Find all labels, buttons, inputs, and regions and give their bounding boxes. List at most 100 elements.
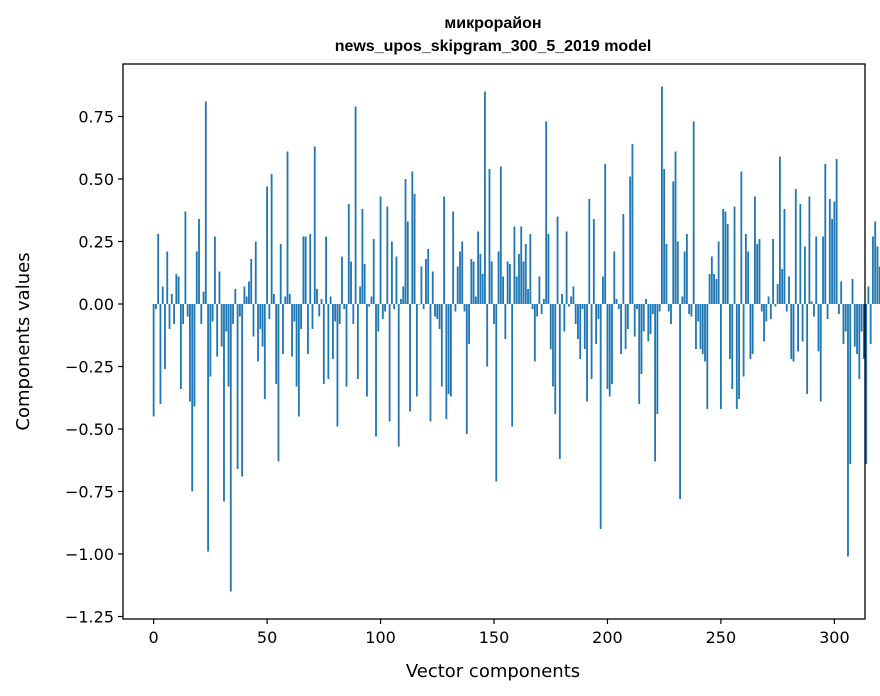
bar xyxy=(452,211,455,304)
bar xyxy=(590,304,593,379)
bar xyxy=(604,164,607,304)
bar xyxy=(872,236,874,304)
bar xyxy=(238,304,241,317)
bar xyxy=(252,304,255,337)
bar xyxy=(567,304,570,307)
bar xyxy=(747,251,750,304)
bar xyxy=(810,301,813,304)
bar xyxy=(617,304,620,309)
bar xyxy=(379,196,382,304)
bar xyxy=(402,286,405,304)
bar xyxy=(268,304,271,319)
bar xyxy=(847,304,849,557)
bar xyxy=(838,304,840,314)
x-tick-label: 200 xyxy=(592,628,623,647)
bar xyxy=(867,286,870,304)
bar xyxy=(688,304,691,314)
bar xyxy=(531,304,534,309)
bar xyxy=(154,304,157,309)
bar xyxy=(595,304,598,344)
bar xyxy=(404,179,407,304)
bar xyxy=(624,304,627,349)
bar xyxy=(334,304,337,322)
bar xyxy=(731,304,734,389)
bar xyxy=(177,276,180,304)
bar xyxy=(245,296,248,304)
bar xyxy=(704,304,706,362)
bar xyxy=(695,304,697,349)
bar xyxy=(259,304,262,329)
bar xyxy=(763,304,765,342)
bar xyxy=(375,304,377,437)
bar xyxy=(515,276,518,304)
bar xyxy=(366,304,368,397)
bar xyxy=(223,304,225,502)
bar xyxy=(322,304,325,384)
bar xyxy=(738,304,740,399)
bar xyxy=(674,151,677,304)
bar xyxy=(749,304,752,359)
bar xyxy=(744,234,747,304)
bar xyxy=(420,266,423,304)
bar xyxy=(384,304,386,312)
bar xyxy=(254,241,257,304)
bar xyxy=(261,304,264,347)
chart-title: микрорайон xyxy=(444,15,541,32)
bar xyxy=(270,174,273,304)
bar xyxy=(327,304,330,379)
bar xyxy=(540,304,543,314)
bar xyxy=(363,264,366,304)
bar xyxy=(713,274,716,304)
bar xyxy=(670,304,672,324)
bar xyxy=(835,159,838,304)
bar xyxy=(449,304,452,397)
bar xyxy=(640,304,643,374)
bar xyxy=(329,296,332,304)
bar xyxy=(370,296,373,304)
bar xyxy=(413,194,416,304)
x-tick-label: 250 xyxy=(706,628,737,647)
bar xyxy=(536,304,539,317)
bar xyxy=(602,276,604,304)
bar xyxy=(611,304,613,384)
bar xyxy=(425,259,427,304)
bar xyxy=(361,209,364,304)
bar xyxy=(213,236,216,304)
bar xyxy=(808,196,811,304)
bar xyxy=(647,304,650,342)
bar xyxy=(200,304,203,324)
bar xyxy=(179,304,182,389)
chart-subtitle: news_upos_skipgram_300_5_2019 model xyxy=(335,38,652,55)
y-tick-label: 0.50 xyxy=(78,170,114,189)
bar xyxy=(368,304,371,307)
bar xyxy=(608,304,611,397)
bar xyxy=(613,251,616,304)
bar xyxy=(493,304,495,324)
bar xyxy=(225,304,228,332)
bar xyxy=(767,296,770,304)
bar xyxy=(488,169,491,304)
bar xyxy=(663,169,666,304)
y-axis-label: Components values xyxy=(13,252,34,430)
bar xyxy=(302,236,305,304)
bar xyxy=(792,304,795,362)
bar xyxy=(878,266,880,304)
bar xyxy=(826,304,829,319)
bar xyxy=(440,304,443,387)
bar xyxy=(377,304,380,332)
bar xyxy=(799,204,802,304)
bar xyxy=(785,304,788,312)
bar xyxy=(833,201,836,304)
bar xyxy=(229,304,232,592)
bar xyxy=(297,304,300,417)
bar xyxy=(484,91,486,304)
bar xyxy=(769,304,772,319)
bar xyxy=(636,304,638,309)
bar xyxy=(527,289,529,304)
bar xyxy=(726,224,729,304)
bar xyxy=(858,304,861,379)
bar xyxy=(395,256,398,304)
bar xyxy=(513,226,516,304)
bar xyxy=(341,256,343,304)
bar xyxy=(720,304,722,409)
